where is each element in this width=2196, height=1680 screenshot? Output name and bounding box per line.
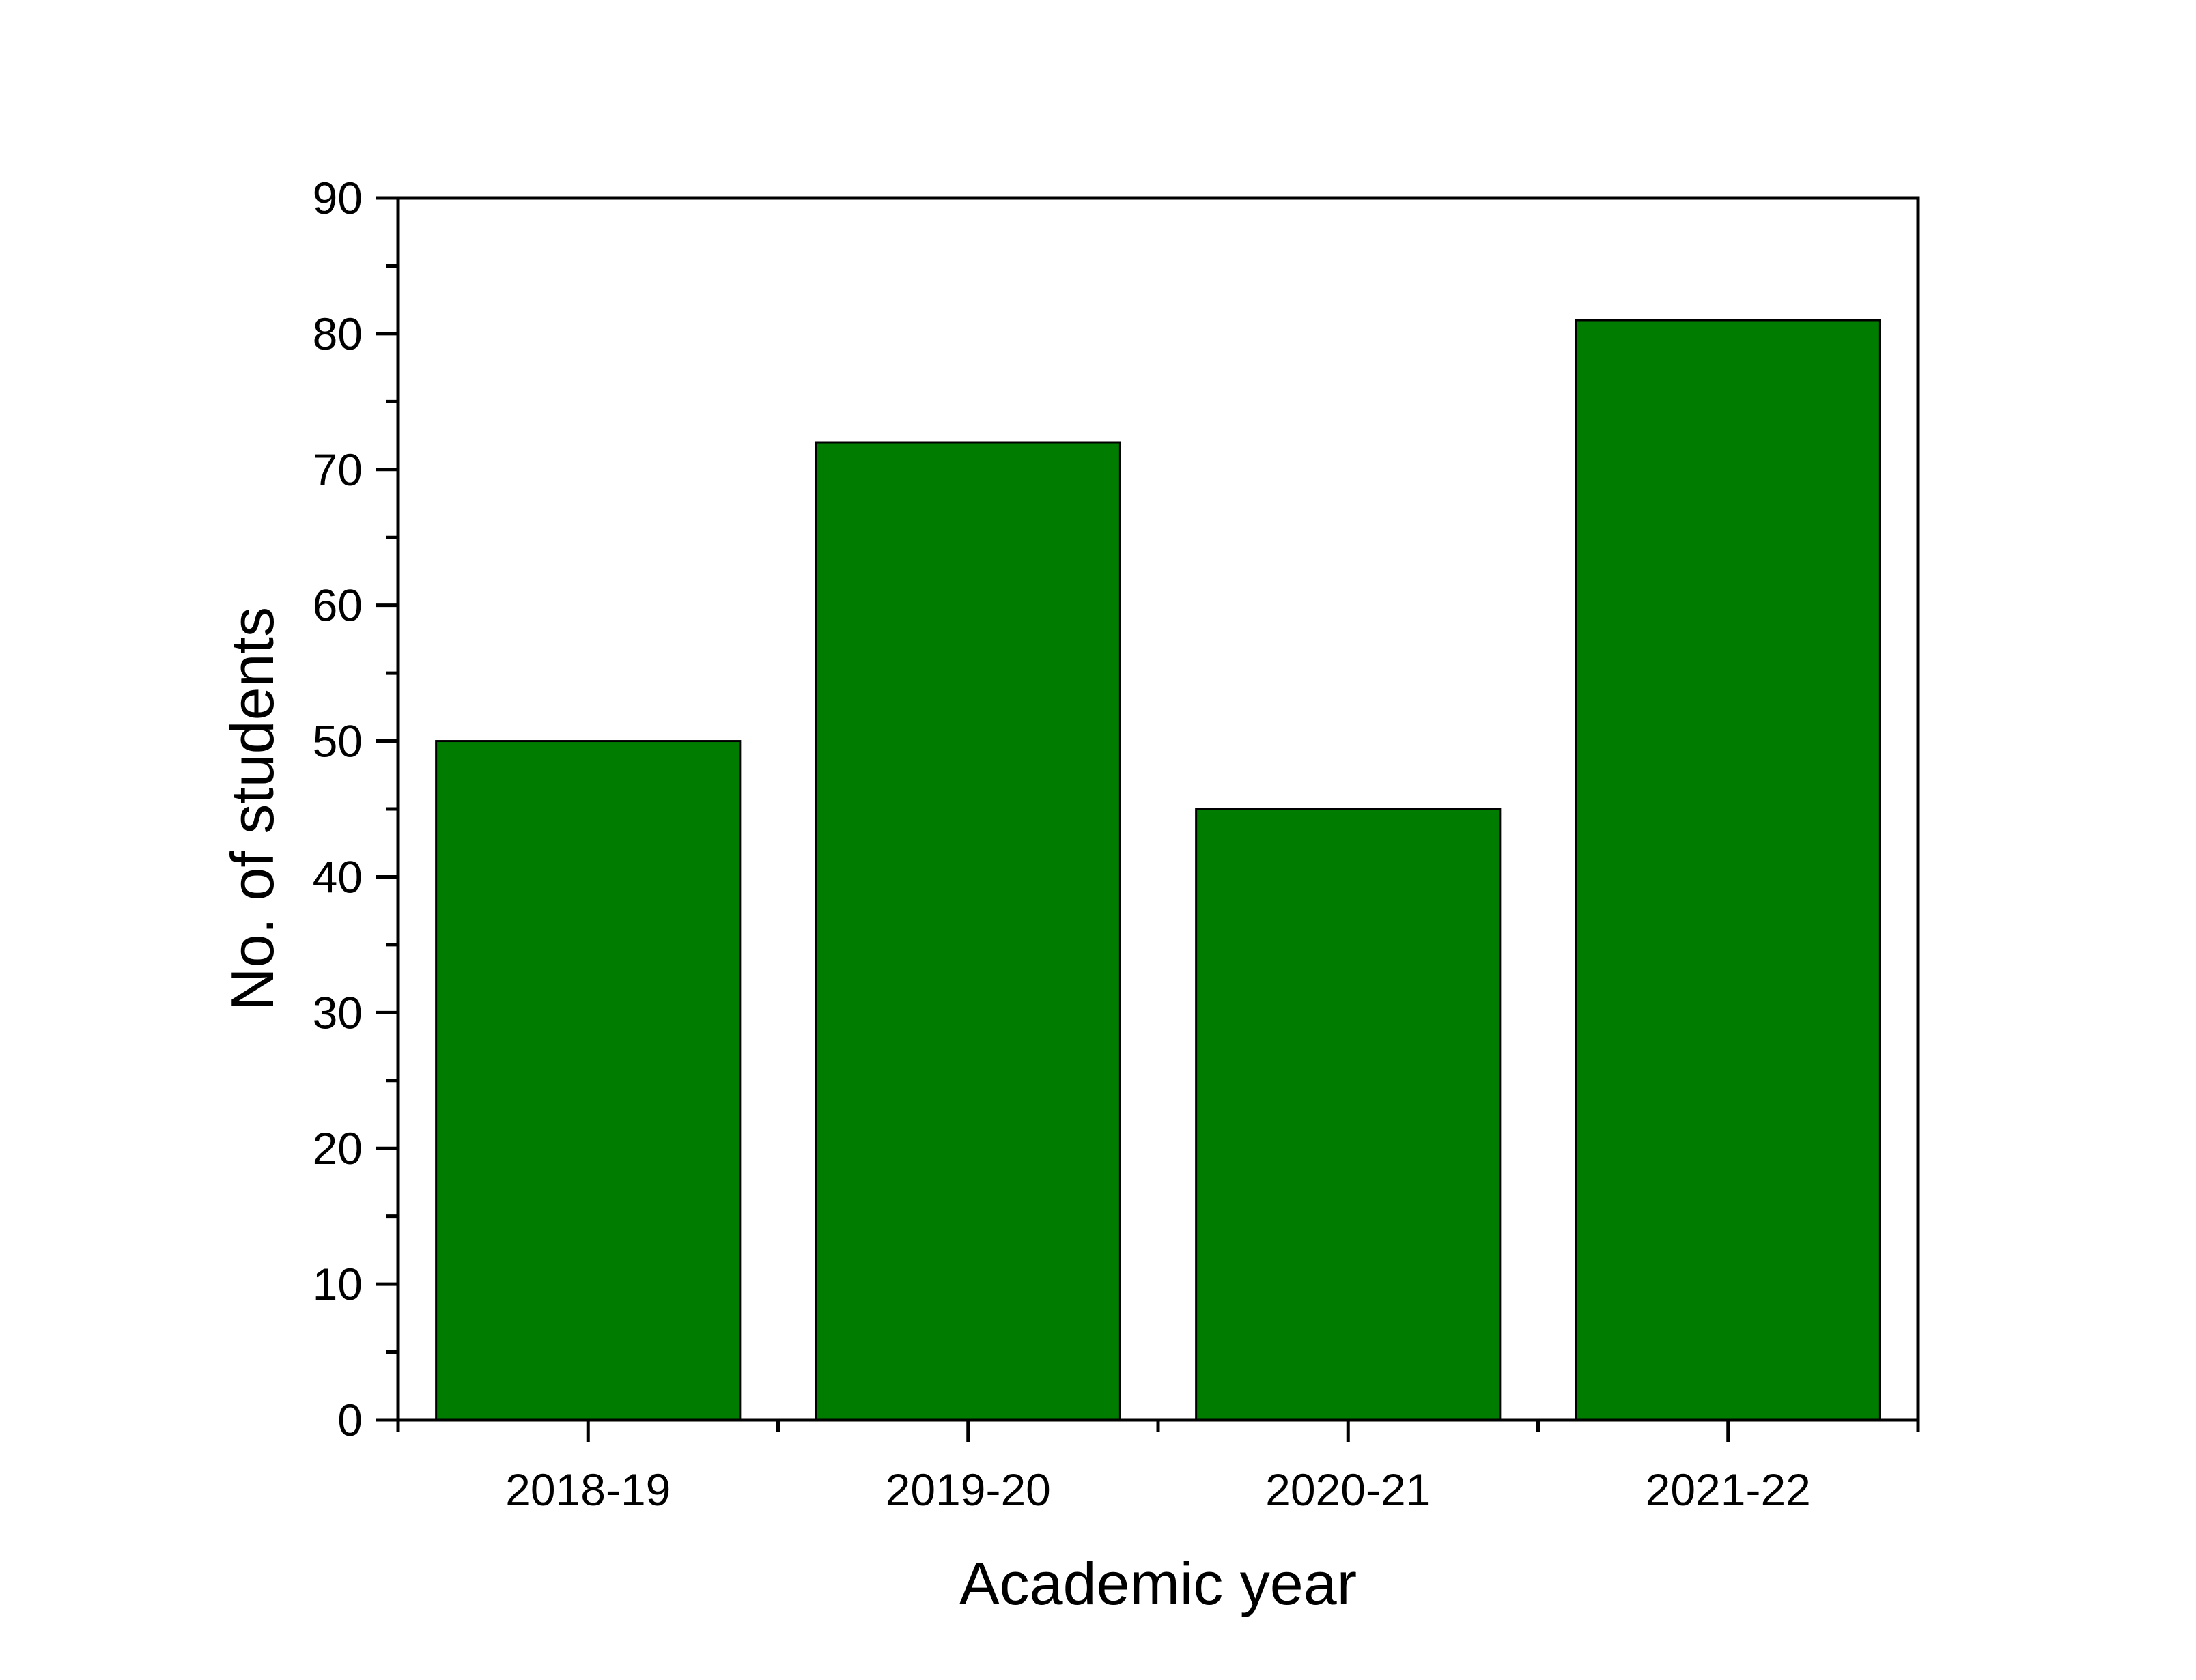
bar-2019-20 [815, 441, 1121, 1421]
bars-layer [435, 319, 1881, 1421]
y-tick-label: 90 [313, 173, 363, 223]
y-tick-label: 50 [313, 716, 363, 767]
bar-2020-21 [1195, 808, 1502, 1421]
y-tick-label: 70 [313, 444, 363, 495]
y-tick-label: 60 [313, 580, 363, 631]
x-axis-title: Academic year [959, 1550, 1357, 1617]
x-tick-label-2018-19: 2018-19 [505, 1464, 671, 1515]
axes-layer [376, 196, 1920, 1442]
y-axis-title: No. of students [219, 607, 286, 1011]
labels-layer: 0 10 20 30 40 50 60 70 80 90 2018-19 2019-20 2020-21… [313, 173, 1811, 1515]
bar-2018-19 [435, 740, 742, 1421]
x-tick-label-2019-20: 2019-20 [886, 1464, 1051, 1515]
y-tick-label: 30 [313, 987, 363, 1038]
x-tick-label-2020-21: 2020-21 [1265, 1464, 1431, 1515]
y-tick-label: 20 [313, 1123, 363, 1173]
bar-2021-22 [1575, 319, 1881, 1421]
y-tick-label: 80 [313, 309, 363, 359]
y-tick-label: 40 [313, 851, 363, 902]
y-tick-label: 10 [313, 1259, 363, 1309]
x-tick-label-2021-22: 2021-22 [1646, 1464, 1811, 1515]
y-tick-label: 0 [337, 1395, 363, 1445]
